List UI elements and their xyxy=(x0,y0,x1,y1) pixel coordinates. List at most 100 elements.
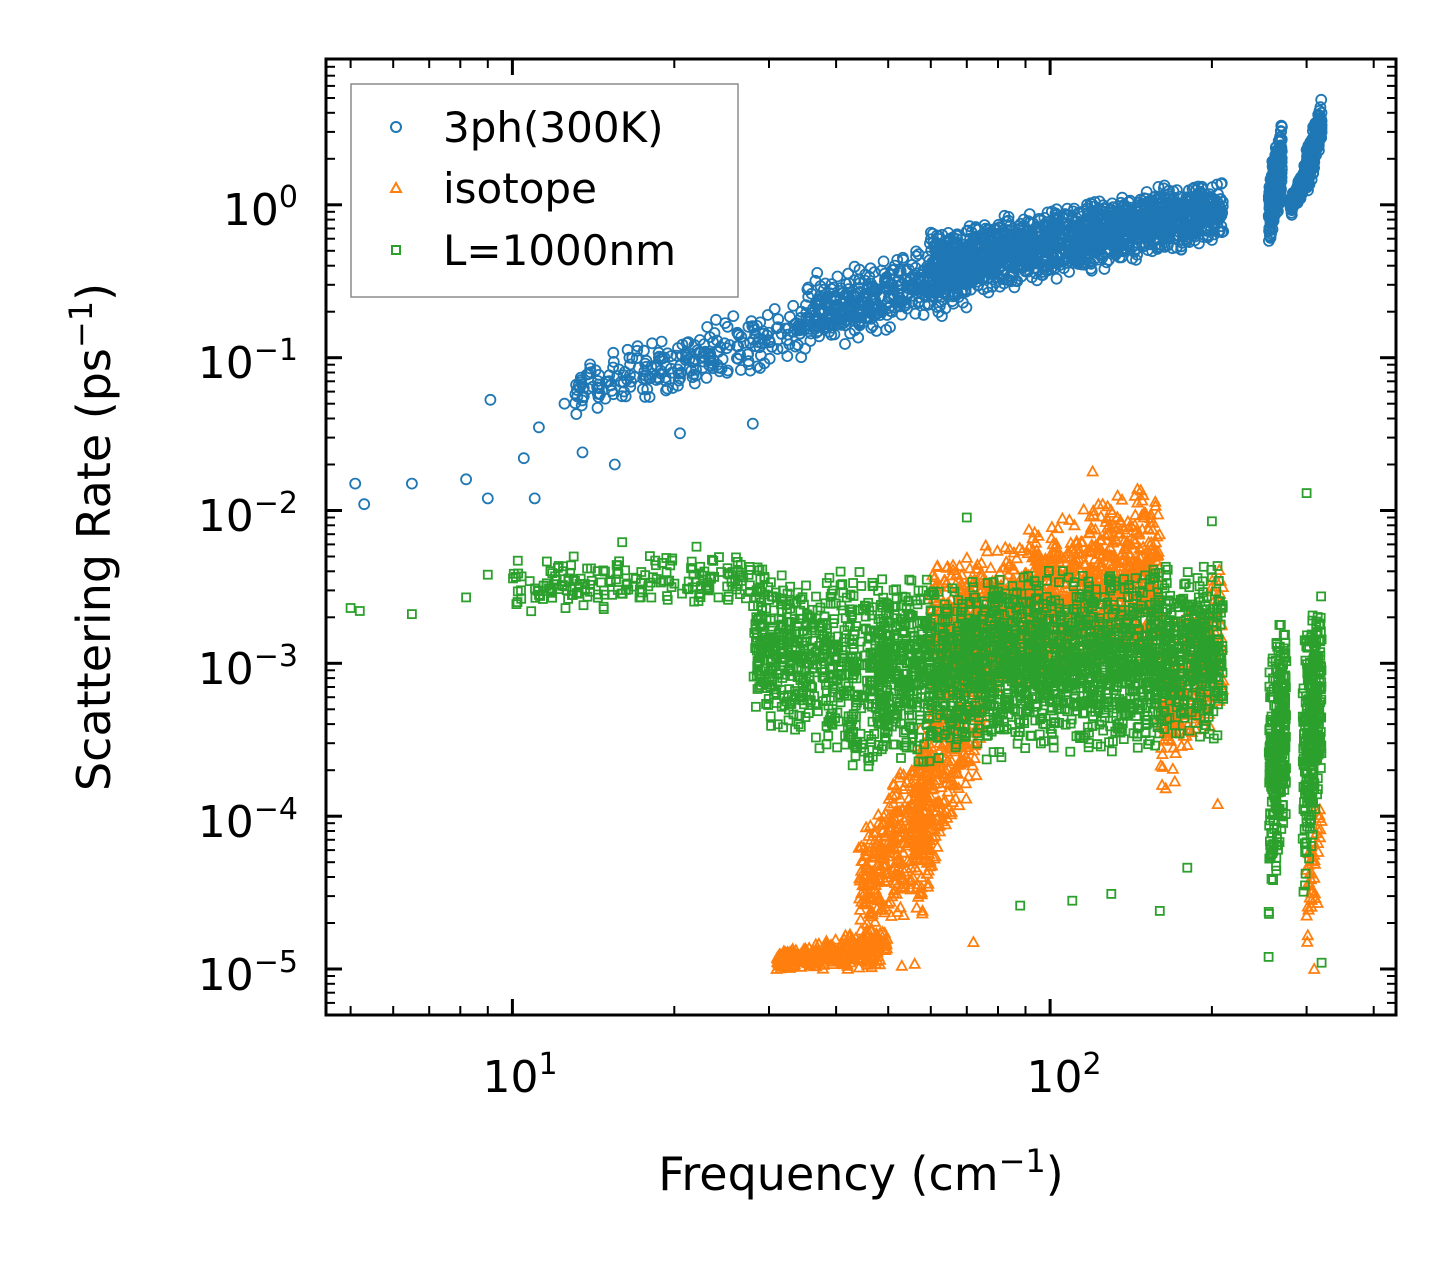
series-3ph-300k-point xyxy=(892,287,905,300)
series-3ph-300k-point xyxy=(813,330,825,343)
series-3ph-300k-point xyxy=(697,347,710,359)
series-3ph-300k-point xyxy=(710,313,722,326)
series-3ph-300k-point xyxy=(775,327,788,340)
series-3ph-300k-point xyxy=(865,312,877,325)
series-3ph-300k-point xyxy=(639,369,652,382)
series-3ph-300k-point xyxy=(842,267,855,280)
series-3ph-300k-point xyxy=(794,327,806,340)
series-3ph-300k-point xyxy=(712,345,725,358)
series-3ph-300k-point xyxy=(768,303,781,315)
series-3ph-300k-point xyxy=(683,353,696,366)
series-3ph-300k-point xyxy=(912,248,925,261)
series-3ph-300k-point xyxy=(848,260,861,273)
series-3ph-300k-point xyxy=(732,353,745,365)
series-3ph-300k-point xyxy=(936,310,948,323)
series-3ph-300k-point xyxy=(637,372,649,385)
series-3ph-300k-point xyxy=(570,408,583,421)
series-3ph-300k-point xyxy=(732,327,745,340)
series-3ph-300k-point xyxy=(867,319,879,332)
series-3ph-300k-point xyxy=(783,338,796,351)
series-3ph-300k-point xyxy=(816,319,829,332)
series-3ph-300k-point xyxy=(906,289,919,302)
series-3ph-300k-point xyxy=(898,272,911,285)
series-3ph-300k-point xyxy=(721,366,733,379)
series-3ph-300k-point xyxy=(804,334,817,347)
series-3ph-300k-point xyxy=(704,331,716,344)
series-3ph-300k-point xyxy=(617,369,630,382)
series-3ph-300k-point xyxy=(853,319,866,332)
series-3ph-300k-point xyxy=(897,251,909,264)
series-3ph-300k-point xyxy=(845,300,858,313)
series-3ph-300k-point xyxy=(917,281,930,293)
series-3ph-300k-point xyxy=(917,308,930,321)
series-3ph-300k-point xyxy=(1098,263,1111,275)
series-3ph-300k-point xyxy=(909,307,922,320)
series-3ph-300k-point xyxy=(869,293,881,306)
series-3ph-300k-point xyxy=(844,293,857,306)
series-3ph-300k-point xyxy=(912,267,925,280)
series-3ph-300k-point xyxy=(641,383,654,396)
series-3ph-300k-point xyxy=(571,383,583,396)
series-3ph-300k-point xyxy=(886,278,899,291)
series-3ph-300k-point xyxy=(914,273,927,286)
series-3ph-300k-point xyxy=(853,277,866,290)
series-3ph-300k-point xyxy=(824,293,837,305)
series-3ph-300k-point xyxy=(723,339,736,351)
series-3ph-300k-point xyxy=(718,337,731,350)
series-3ph-300k-point xyxy=(842,287,855,299)
series-3ph-300k-point xyxy=(651,360,663,373)
series-3ph-300k-point xyxy=(672,374,685,387)
series-3ph-300k-point xyxy=(703,359,716,372)
series-3ph-300k-point xyxy=(877,255,890,268)
series-3ph-300k-point xyxy=(584,358,596,371)
series-3ph-300k-point xyxy=(833,304,845,317)
series-3ph-300k-point xyxy=(621,343,634,356)
series-3ph-300k-point xyxy=(805,287,818,300)
series-3ph-300k-point xyxy=(680,337,693,349)
series-3ph-300k-point xyxy=(694,347,707,360)
series-3ph-300k-point xyxy=(998,209,1011,222)
series-3ph-300k-point xyxy=(839,319,852,332)
series-3ph-300k-point xyxy=(895,308,908,321)
series-3ph-300k-point xyxy=(659,375,672,387)
series-3ph-300k-point xyxy=(631,340,644,353)
series-3ph-300k-point xyxy=(661,382,674,395)
series-3ph-300k-point xyxy=(735,364,747,376)
series-3ph-300k-point xyxy=(655,335,668,348)
series-3ph-300k-point xyxy=(881,296,894,309)
series-3ph-300k-point xyxy=(831,298,844,311)
series-3ph-300k-point xyxy=(584,366,597,379)
series-3ph-300k-point xyxy=(802,281,815,294)
series-3ph-300k-point xyxy=(643,391,656,403)
series-3ph-300k-point xyxy=(830,310,843,323)
series-3ph-300k-point xyxy=(666,382,679,394)
series-3ph-300k-point xyxy=(852,331,865,344)
plot-points xyxy=(345,93,1329,974)
series-3ph-300k-point xyxy=(891,253,904,266)
series-3ph-300k-point xyxy=(761,309,774,321)
series-3ph-300k-point xyxy=(639,390,651,403)
series-3ph-300k-point xyxy=(814,306,827,319)
series-3ph-300k-point xyxy=(594,388,606,401)
series-3ph-300k-point xyxy=(758,357,771,370)
series-3ph-300k-point xyxy=(700,371,713,384)
series-3ph-300k-point xyxy=(619,390,632,403)
series-3ph-300k-point xyxy=(711,358,724,371)
series-3ph-300k-point xyxy=(607,355,620,368)
series-3ph-300k-point xyxy=(791,338,804,351)
series-3ph-300k-point xyxy=(900,288,913,301)
series-3ph-300k-point xyxy=(787,325,800,338)
series-3ph-300k-point xyxy=(749,327,761,340)
series-3ph-300k-point xyxy=(645,360,658,373)
series-3ph-300k-point xyxy=(892,266,905,279)
series-3ph-300k-point xyxy=(879,273,891,286)
series-3ph-300k-point xyxy=(675,366,688,379)
series-3ph-300k-point xyxy=(624,380,637,393)
series-3ph-300k-point xyxy=(711,334,723,347)
series-3ph-300k-point xyxy=(910,245,922,258)
series-3ph-300k-point xyxy=(601,376,614,388)
series-3ph-300k-point xyxy=(727,310,740,323)
series-3ph-300k-point xyxy=(624,358,636,371)
series-3ph-300k-point xyxy=(787,299,800,312)
series-3ph-300k-point xyxy=(571,390,584,403)
